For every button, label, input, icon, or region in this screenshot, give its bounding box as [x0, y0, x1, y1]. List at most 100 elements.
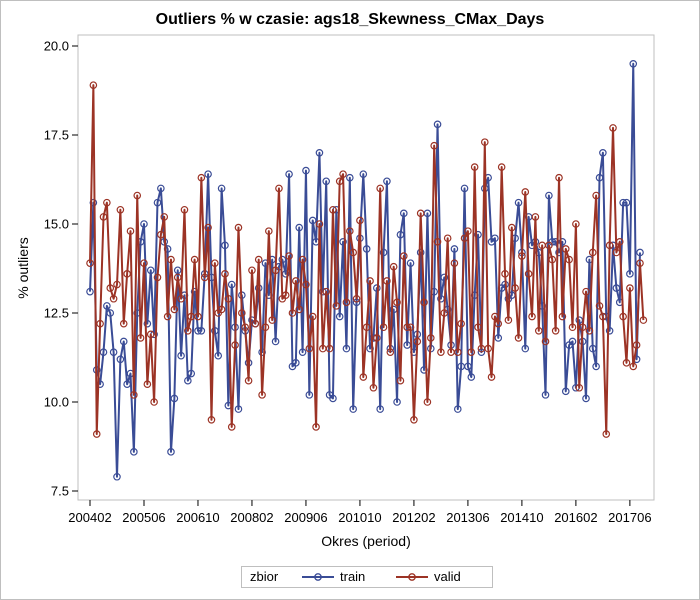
point-valid-200508: [146, 330, 155, 339]
x-tick-label-8: 201410: [500, 510, 543, 525]
point-valid-201002: [329, 205, 337, 214]
point-valid-201312: [484, 344, 492, 353]
point-train-200906: [302, 166, 310, 175]
point-valid-200510: [153, 273, 162, 282]
point-train-201303: [453, 405, 462, 413]
point-valid-201303: [453, 348, 462, 356]
point-valid-200602: [167, 255, 175, 264]
point-valid-201101: [366, 277, 374, 285]
point-valid-201111: [399, 252, 408, 260]
legend-item-valid: valid: [392, 567, 490, 587]
point-valid-201512: [565, 255, 573, 264]
point-valid-200912: [322, 287, 331, 296]
point-train-200908: [308, 216, 317, 225]
point-valid-201611: [602, 430, 611, 438]
series-line-valid: [89, 84, 645, 436]
point-valid-201608: [592, 191, 600, 200]
point-train-200703: [211, 326, 219, 335]
point-valid-200702: [207, 415, 216, 424]
point-valid-201205: [420, 298, 428, 307]
point-valid-200605: [177, 294, 185, 303]
point-valid-201410: [518, 252, 526, 260]
point-train-200603: [170, 394, 179, 403]
point-train-200611: [197, 326, 206, 335]
legend-swatch-train: [302, 573, 334, 581]
point-train-201706: [626, 270, 634, 278]
point-train-200708: [227, 280, 236, 289]
legend-item-train: train: [298, 567, 388, 587]
point-train-201411: [521, 344, 530, 353]
point-valid-201705: [622, 359, 631, 367]
point-valid-201702: [612, 248, 621, 257]
point-valid-200507: [143, 380, 152, 389]
point-train-201607: [588, 344, 597, 353]
point-valid-201701: [609, 124, 617, 132]
series-line-train: [89, 62, 641, 478]
point-valid-201706: [626, 284, 634, 292]
legend-title: zbior: [250, 569, 279, 584]
point-valid-201201: [406, 323, 415, 332]
point-valid-201708: [632, 341, 641, 349]
point-valid-201202: [410, 415, 418, 424]
point-train-201106: [383, 177, 391, 186]
point-train-200412: [119, 337, 128, 346]
point-valid-200409: [109, 294, 118, 303]
y-tick-label-2: 12.5: [44, 306, 69, 321]
point-train-201104: [376, 405, 384, 413]
point-train-200905: [298, 348, 307, 356]
x-tick-label-10: 201706: [608, 510, 651, 525]
point-valid-200603: [170, 305, 179, 314]
point-valid-200404: [92, 430, 101, 438]
x-tick-label-2: 200610: [176, 510, 219, 525]
point-valid-201707: [629, 362, 638, 371]
point-train-200409: [109, 348, 118, 356]
point-train-200510: [153, 198, 162, 207]
point-train-201704: [619, 198, 627, 207]
point-valid-201306: [464, 227, 472, 235]
point-train-201709: [636, 248, 644, 257]
y-axis: 7.5 10.0 12.5 15.0 17.5 20.0: [44, 39, 78, 499]
point-valid-201405: [501, 270, 509, 278]
point-valid-200606: [180, 205, 189, 214]
point-valid-201210: [437, 348, 445, 356]
point-valid-200509: [150, 398, 158, 406]
point-train-200710: [234, 405, 243, 413]
point-train-200704: [214, 351, 223, 360]
point-valid-201505: [541, 337, 550, 346]
point-valid-201106: [383, 277, 391, 285]
point-valid-201007: [346, 227, 354, 235]
point-train-201307: [467, 373, 476, 381]
point-valid-201012: [362, 323, 371, 332]
point-valid-200802: [248, 266, 256, 275]
point-valid-200612: [200, 273, 209, 282]
point-valid-200701: [204, 223, 212, 232]
point-train-201605: [582, 394, 590, 403]
x-tick-label-5: 201010: [338, 510, 381, 525]
point-valid-201307: [467, 348, 476, 356]
point-valid-201502: [531, 213, 540, 221]
point-valid-200902: [288, 309, 297, 317]
point-train-200706: [221, 241, 229, 250]
point-valid-201503: [534, 326, 543, 335]
point-train-201609: [595, 173, 604, 182]
point-valid-201103: [373, 334, 381, 342]
point-valid-200407: [103, 198, 111, 207]
point-train-201509: [555, 248, 563, 257]
y-tick-label-4: 17.5: [44, 128, 69, 143]
point-valid-201604: [578, 323, 587, 332]
x-axis: 200402 200506 200610 200802 200906 201010 2012…: [68, 500, 652, 525]
point-train-201005: [339, 238, 347, 246]
legend: zbior train valid: [241, 566, 493, 588]
point-valid-200706: [221, 270, 229, 278]
legend-label-train: train: [340, 569, 366, 584]
point-train-201608: [592, 362, 600, 371]
point-train-200907: [305, 391, 314, 399]
point-train-200408: [106, 309, 115, 317]
point-valid-201009: [352, 294, 361, 303]
point-train-201101: [366, 344, 374, 353]
point-valid-201204: [416, 209, 425, 218]
point-valid-201709: [636, 259, 644, 267]
point-valid-201607: [588, 248, 597, 257]
point-train-200406: [99, 348, 108, 356]
point-valid-201407: [507, 223, 516, 232]
